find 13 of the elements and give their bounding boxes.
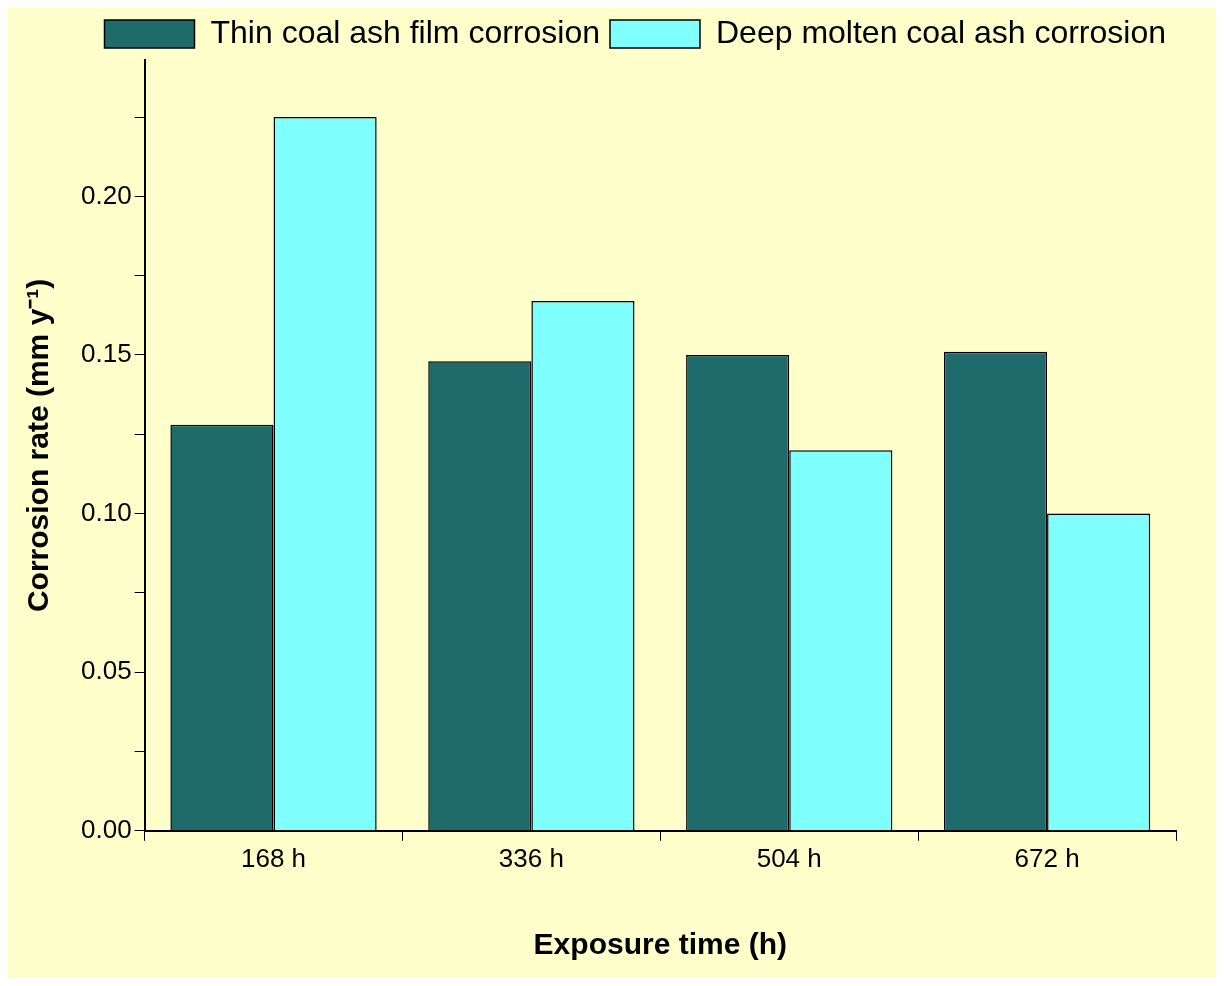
y-tick-label: 0.05 <box>80 655 132 686</box>
legend-label: Deep molten coal ash corrosion <box>715 13 1166 50</box>
y-tick-label: 0.20 <box>80 179 132 210</box>
legend-label: Thin coal ash film corrosion <box>210 13 600 50</box>
x-axis-title: Exposure time (h) <box>533 927 787 961</box>
x-tick-label: 672 h <box>1014 842 1080 873</box>
x-tick-label: 336 h <box>498 842 564 873</box>
y-tick-label: 0.15 <box>80 338 132 369</box>
x-tick-label: 504 h <box>756 842 822 873</box>
y-tick-label: 0.10 <box>80 496 132 527</box>
x-tick-label: 168 h <box>240 842 307 873</box>
y-tick-label: 0.00 <box>80 813 132 844</box>
y-axis-title: Corrosion rate (mm y⁻¹) <box>21 278 55 613</box>
